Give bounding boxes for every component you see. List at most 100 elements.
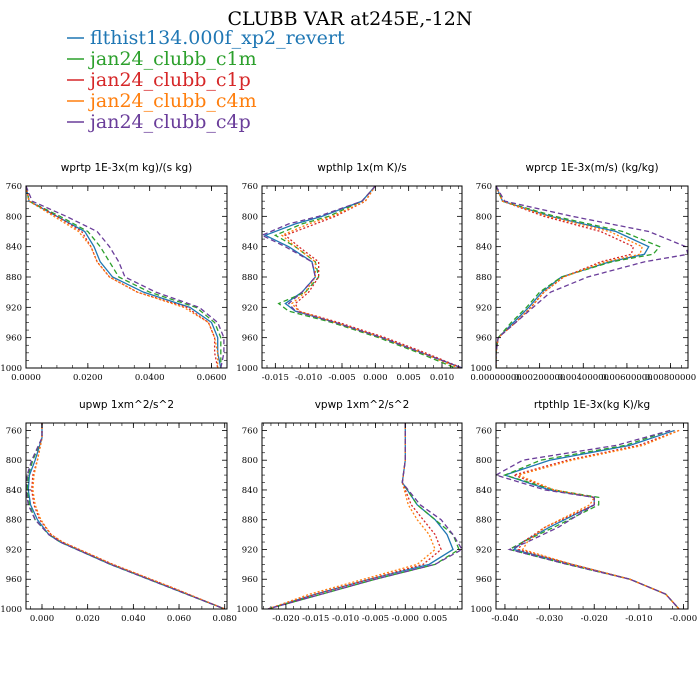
chart-panel: wprtp 1E-3x(m kg)/(s kg) 760 800 840 880 920 9…	[0, 162, 228, 383]
y-tick-label: 760	[242, 182, 258, 192]
x-tick-label: 0.00800000	[645, 373, 696, 383]
series-line	[511, 429, 680, 609]
x-tick-label: -0.000	[392, 614, 419, 624]
x-tick-label: -0.030	[536, 614, 563, 624]
series-line	[27, 423, 225, 609]
y-tick-label: 840	[6, 243, 22, 253]
series-line	[263, 186, 462, 368]
legend-label: jan24_clubb_c1p	[88, 69, 251, 91]
series-line	[267, 423, 442, 609]
y-tick-label: 960	[476, 334, 492, 344]
y-tick-label: 960	[242, 334, 258, 344]
series-line	[496, 186, 661, 368]
panel-title: upwp 1xm^2/s^2	[79, 399, 174, 411]
chart-panel: upwp 1xm^2/s^2 760 800 840 880 920 960 1000 0.00…	[0, 399, 237, 624]
x-tick-label: 0.080	[213, 614, 237, 624]
series-line	[262, 186, 462, 368]
y-tick-label: 840	[476, 486, 492, 496]
y-tick-label: 960	[6, 575, 22, 585]
panel-title: wprcp 1E-3x(m/s) (kg/kg)	[525, 162, 658, 174]
x-tick-label: 0.020	[75, 614, 99, 624]
panel-title: wpthlp 1x(m K)/s	[317, 162, 407, 174]
legend: flthist134.000f_xp2_revertjan24_clubb_c1…	[67, 27, 345, 133]
x-tick-label: 0.00200000	[514, 373, 565, 383]
x-tick-label: 0.000	[30, 614, 54, 624]
y-tick-label: 1000	[0, 364, 22, 374]
chart-panel: wprcp 1E-3x(m/s) (kg/kg) 760 800 840 880 920 9…	[470, 162, 696, 383]
x-tick-label: -0.010	[332, 614, 359, 624]
chart-panel: rtpthlp 1E-3x(kg K)/kg 760 800 840 880 920 960…	[470, 399, 697, 624]
panel-title: wprtp 1E-3x(m kg)/(s kg)	[61, 162, 192, 174]
series-line	[516, 429, 680, 609]
y-tick-label: 1000	[236, 605, 258, 615]
plot-frame	[25, 185, 228, 369]
y-tick-label: 1000	[470, 605, 492, 615]
y-tick-label: 880	[242, 273, 258, 283]
x-tick-label: 0.000	[363, 373, 387, 383]
y-tick-label: 960	[476, 575, 492, 585]
plot-frame	[495, 185, 689, 369]
x-tick-label: -0.015	[302, 614, 329, 624]
series-line	[26, 186, 222, 368]
x-tick-label: -0.005	[362, 614, 389, 624]
y-tick-label: 800	[476, 212, 492, 222]
legend-label: jan24_clubb_c4p	[88, 111, 251, 133]
x-tick-label: 0.010	[430, 373, 454, 383]
series-line	[496, 186, 688, 368]
panels: wprtp 1E-3x(m kg)/(s kg) 760 800 840 880 920 9…	[0, 162, 697, 624]
series-line	[26, 423, 225, 609]
y-tick-label: 800	[242, 212, 258, 222]
chart-panel: wpthlp 1x(m K)/s 760 800 840 880 920 960 1000 -0…	[236, 162, 463, 383]
x-tick-label: -0.020	[272, 614, 299, 624]
y-tick-label: 840	[6, 486, 22, 496]
x-tick-label: 0.0400	[135, 373, 165, 383]
panel-title: vpwp 1xm^2/s^2	[315, 399, 410, 411]
y-tick-label: 800	[6, 456, 22, 466]
series-line	[496, 186, 650, 368]
series-line	[267, 423, 462, 609]
series-line	[280, 186, 459, 368]
series-line	[273, 186, 456, 368]
series-line	[31, 423, 225, 609]
y-tick-label: 920	[6, 303, 22, 313]
y-tick-label: 1000	[0, 605, 22, 615]
panel-title: rtpthlp 1E-3x(kg K)/kg	[534, 399, 650, 411]
x-tick-label: 0.060	[167, 614, 191, 624]
y-tick-label: 960	[6, 334, 22, 344]
x-tick-label: 0.00400000	[558, 373, 609, 383]
y-tick-label: 920	[242, 545, 258, 555]
y-tick-label: 760	[242, 426, 258, 436]
series-line	[496, 186, 635, 368]
y-tick-label: 880	[6, 516, 22, 526]
y-tick-label: 960	[242, 575, 258, 585]
x-tick-label: 0.00000000	[470, 373, 521, 383]
plot-frame	[261, 185, 463, 369]
x-tick-label: -0.020	[581, 614, 608, 624]
y-tick-label: 920	[476, 303, 492, 313]
figure-title: CLUBB VAR at245E,-12N	[228, 8, 473, 30]
y-tick-label: 800	[476, 456, 492, 466]
y-tick-label: 1000	[470, 364, 492, 374]
y-tick-label: 800	[242, 456, 258, 466]
series-line	[503, 429, 680, 609]
y-tick-label: 880	[242, 516, 258, 526]
x-tick-label: 0.0600	[197, 373, 227, 383]
x-tick-label: 0.005	[396, 373, 420, 383]
y-tick-label: 800	[6, 212, 22, 222]
y-tick-label: 920	[242, 303, 258, 313]
series-line	[284, 186, 462, 368]
legend-label: jan24_clubb_c4m	[88, 90, 257, 112]
x-tick-label: -0.010	[625, 614, 652, 624]
y-tick-label: 840	[242, 243, 258, 253]
y-tick-label: 880	[6, 273, 22, 283]
x-tick-label: 0.00600000	[601, 373, 652, 383]
x-tick-label: -0.010	[295, 373, 322, 383]
y-tick-label: 840	[476, 243, 492, 253]
series-line	[26, 186, 222, 368]
x-tick-label: 0.040	[121, 614, 145, 624]
plot-frame	[495, 422, 689, 610]
x-tick-label: 0.0200	[73, 373, 103, 383]
series-line	[267, 423, 436, 609]
chart-panel: vpwp 1xm^2/s^2 760 800 840 880 920 960 1000 -0.0…	[236, 399, 463, 624]
